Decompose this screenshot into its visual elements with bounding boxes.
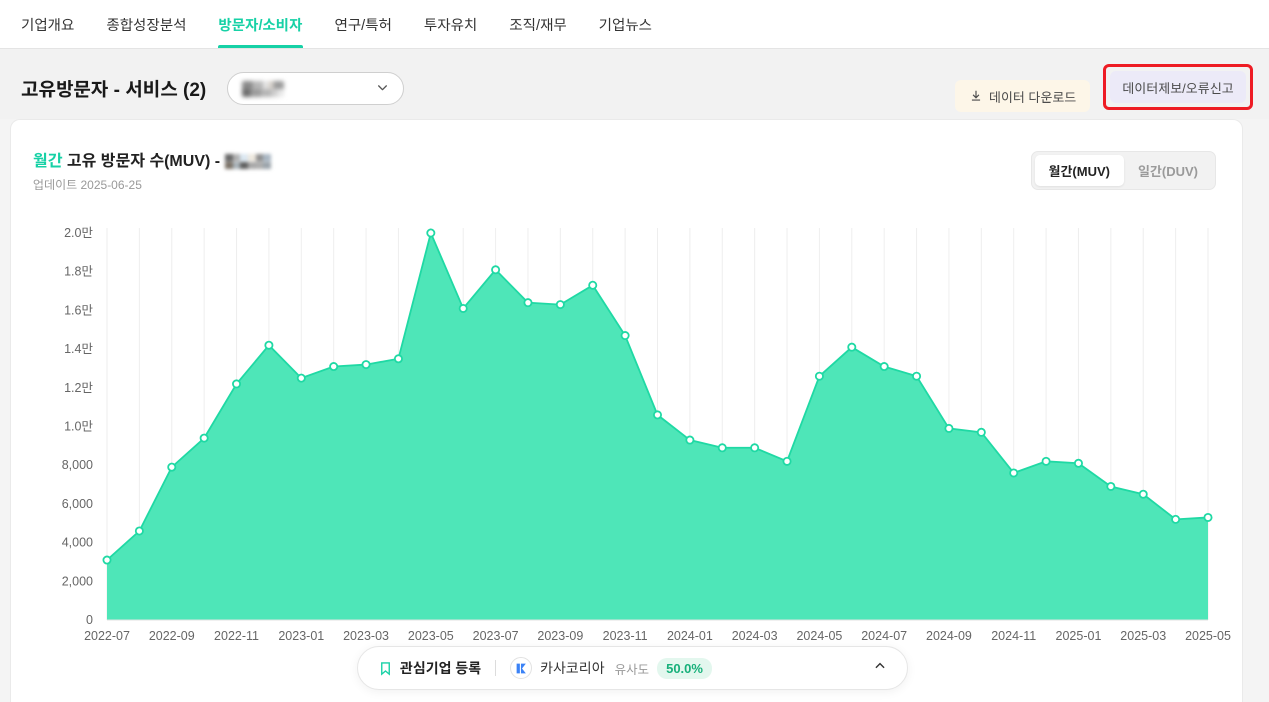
svg-text:4,000: 4,000 xyxy=(62,536,93,550)
svg-text:2023-11: 2023-11 xyxy=(603,629,648,643)
svg-text:2022-07: 2022-07 xyxy=(84,629,130,643)
svg-text:2023-07: 2023-07 xyxy=(473,629,519,643)
svg-text:2024-07: 2024-07 xyxy=(861,629,907,643)
svg-text:2.0만: 2.0만 xyxy=(64,226,93,240)
svg-text:2022-09: 2022-09 xyxy=(149,629,195,643)
svg-text:2024-05: 2024-05 xyxy=(796,629,842,643)
svg-text:2022-11: 2022-11 xyxy=(214,629,259,643)
svg-text:1.0만: 1.0만 xyxy=(64,420,93,434)
svg-text:2023-03: 2023-03 xyxy=(343,629,389,643)
svg-text:2024-01: 2024-01 xyxy=(667,629,713,643)
svg-text:2023-05: 2023-05 xyxy=(408,629,454,643)
svg-text:2025-03: 2025-03 xyxy=(1120,629,1166,643)
svg-text:2025-01: 2025-01 xyxy=(1056,629,1102,643)
svg-text:6,000: 6,000 xyxy=(62,497,93,511)
svg-text:1.2만: 1.2만 xyxy=(64,381,93,395)
svg-text:2023-09: 2023-09 xyxy=(537,629,583,643)
svg-text:1.6만: 1.6만 xyxy=(64,303,93,317)
svg-text:1.4만: 1.4만 xyxy=(64,342,93,356)
svg-text:2,000: 2,000 xyxy=(62,574,93,588)
svg-text:2024-09: 2024-09 xyxy=(926,629,972,643)
svg-text:1.8만: 1.8만 xyxy=(64,265,93,279)
svg-text:2025-05: 2025-05 xyxy=(1185,629,1231,643)
svg-text:2024-03: 2024-03 xyxy=(732,629,778,643)
svg-text:2024-11: 2024-11 xyxy=(991,629,1036,643)
svg-text:8,000: 8,000 xyxy=(62,458,93,472)
svg-text:0: 0 xyxy=(86,613,93,627)
svg-text:2023-01: 2023-01 xyxy=(278,629,324,643)
